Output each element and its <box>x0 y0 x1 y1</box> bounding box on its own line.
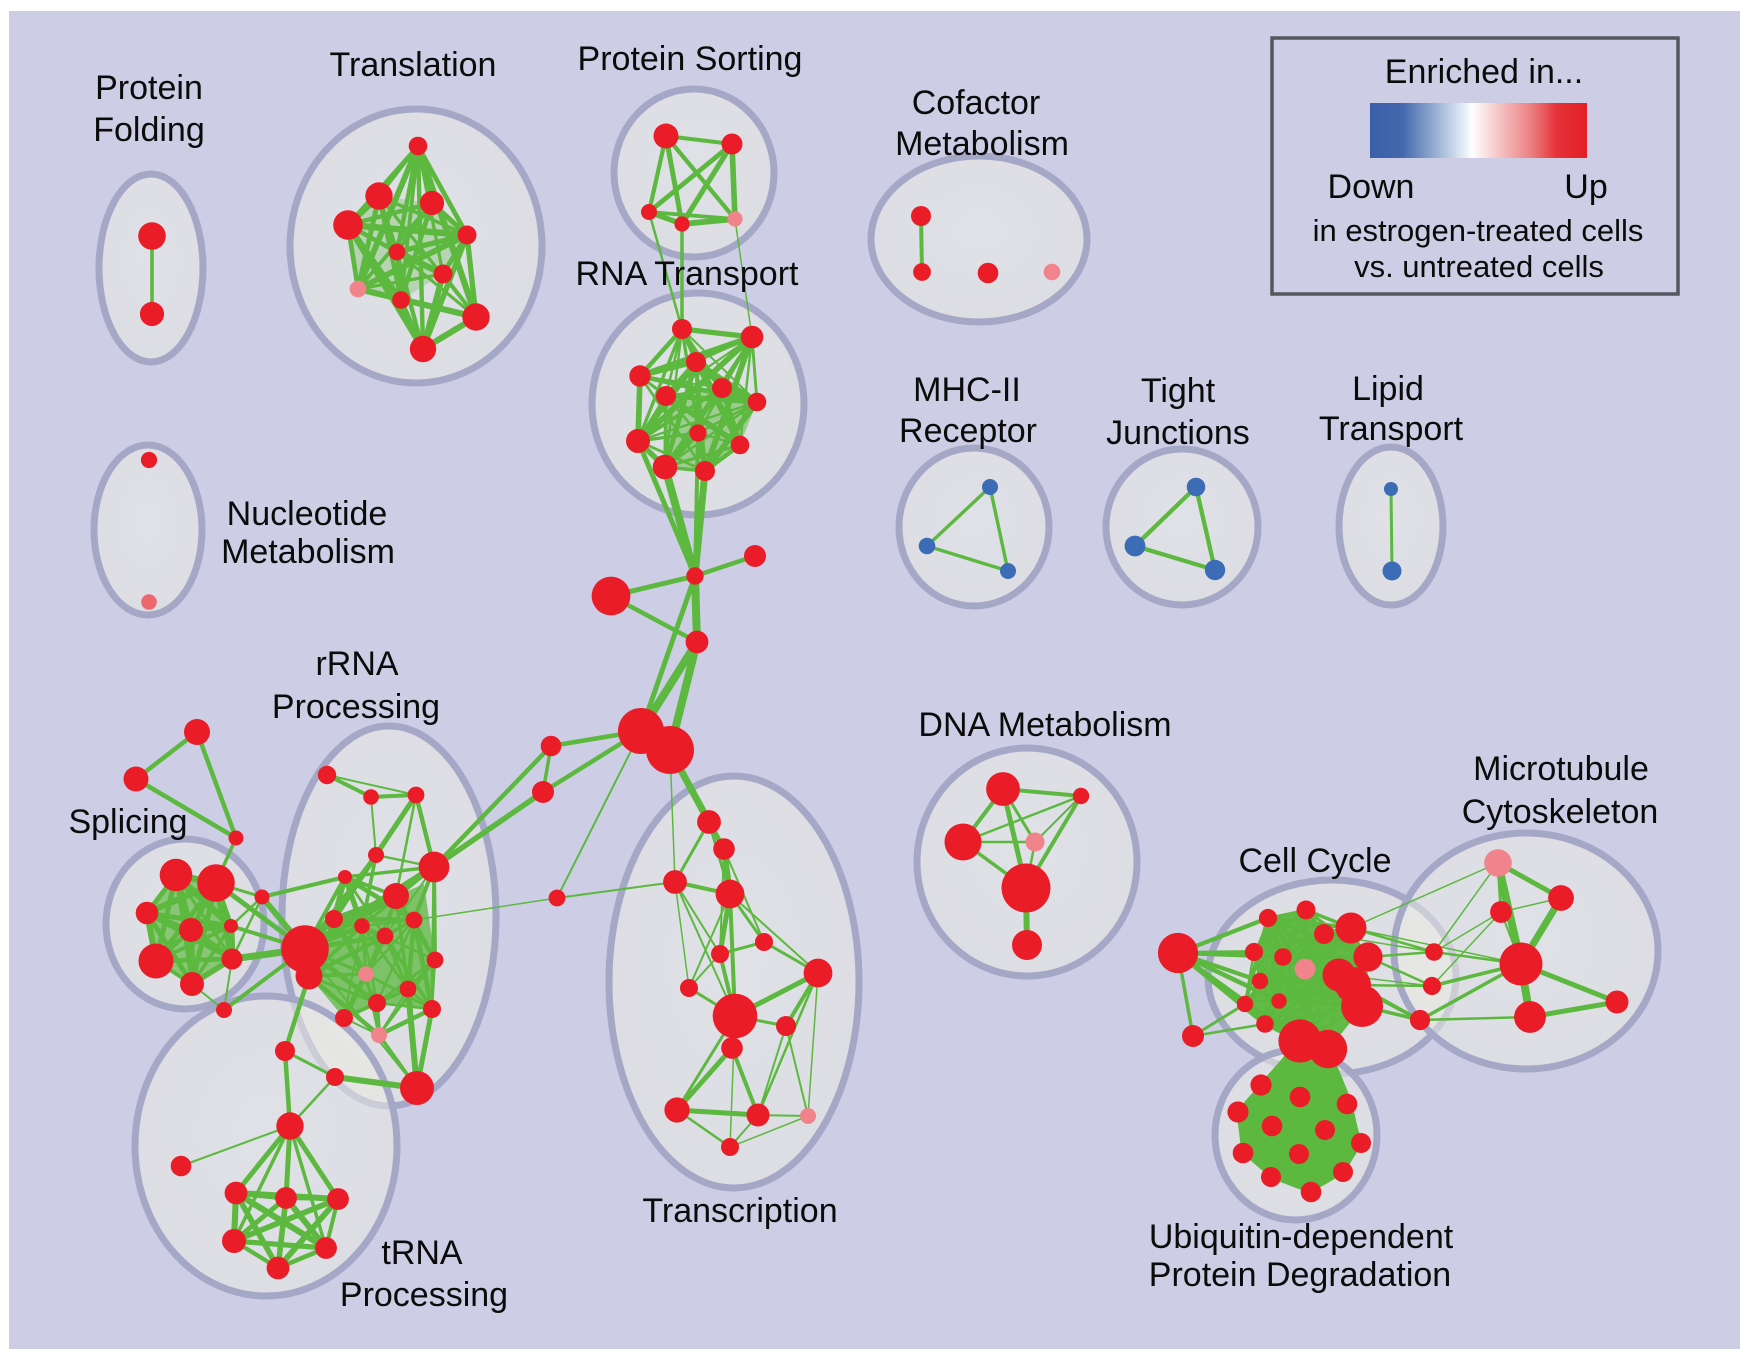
svg-text:Receptor: Receptor <box>899 412 1037 450</box>
svg-text:MHC-II: MHC-II <box>913 371 1021 409</box>
svg-text:Microtubule: Microtubule <box>1473 750 1649 788</box>
svg-text:Transcription: Transcription <box>642 1192 837 1230</box>
svg-text:Metabolism: Metabolism <box>895 125 1069 163</box>
svg-text:Translation: Translation <box>330 46 497 84</box>
svg-text:Processing: Processing <box>272 688 440 726</box>
svg-text:Folding: Folding <box>93 111 205 149</box>
svg-text:DNA Metabolism: DNA Metabolism <box>918 706 1171 744</box>
svg-text:Transport: Transport <box>1319 410 1464 448</box>
svg-text:Cell Cycle: Cell Cycle <box>1238 842 1391 880</box>
svg-text:Splicing: Splicing <box>68 803 187 841</box>
svg-text:Enriched in...: Enriched in... <box>1385 53 1583 91</box>
svg-text:Protein Sorting: Protein Sorting <box>578 40 803 78</box>
svg-text:tRNA: tRNA <box>381 1234 463 1272</box>
svg-text:rRNA: rRNA <box>315 645 398 683</box>
svg-text:Protein Degradation: Protein Degradation <box>1149 1256 1451 1294</box>
svg-text:Lipid: Lipid <box>1352 370 1424 408</box>
svg-text:Down: Down <box>1328 168 1415 206</box>
svg-text:Cofactor: Cofactor <box>912 84 1041 122</box>
svg-text:Ubiquitin-dependent: Ubiquitin-dependent <box>1149 1218 1454 1256</box>
svg-text:Cytoskeleton: Cytoskeleton <box>1462 793 1659 831</box>
svg-text:Tight: Tight <box>1141 372 1216 410</box>
svg-text:Nucleotide: Nucleotide <box>227 495 388 533</box>
svg-text:Protein: Protein <box>95 69 203 107</box>
svg-text:Junctions: Junctions <box>1106 414 1250 452</box>
svg-text:Up: Up <box>1564 168 1607 206</box>
svg-text:RNA Transport: RNA Transport <box>576 255 800 293</box>
svg-text:vs. untreated cells: vs. untreated cells <box>1354 249 1604 284</box>
svg-text:Processing: Processing <box>340 1276 508 1314</box>
svg-text:Metabolism: Metabolism <box>221 533 395 571</box>
svg-text:in estrogen-treated cells: in estrogen-treated cells <box>1313 213 1644 248</box>
